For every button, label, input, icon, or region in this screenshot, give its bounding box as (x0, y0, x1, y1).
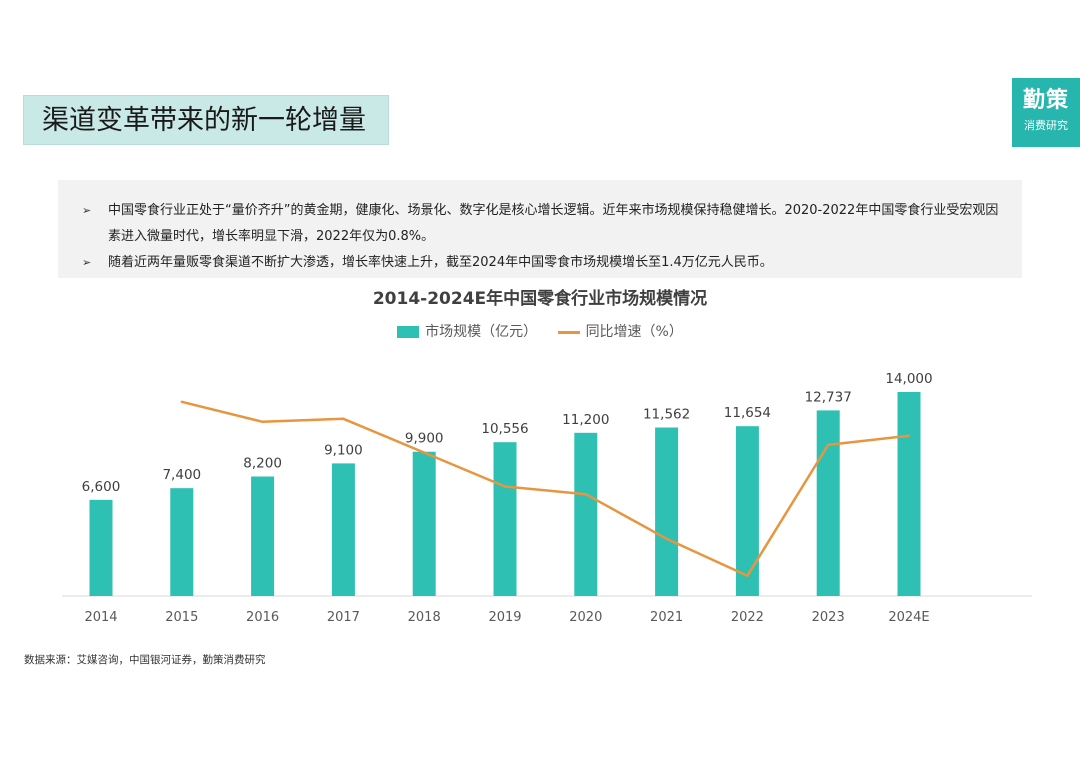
bar (493, 442, 517, 596)
line-point (665, 537, 668, 540)
summary-bullet: ➢ 中国零食行业正处于“量价齐升”的黄金期，健康化、场景化、数字化是核心增长逻辑… (82, 198, 1002, 250)
legend-item-market-size: 市场规模（亿元） (397, 321, 537, 341)
bar (89, 499, 113, 596)
bar (816, 410, 840, 596)
x-tick-label: 2015 (165, 610, 198, 625)
line-point (423, 451, 426, 454)
x-tick-label: 2022 (731, 610, 764, 625)
bar (170, 488, 194, 596)
bar-data-label: 6,600 (82, 479, 121, 495)
growth-rate-line (181, 400, 910, 577)
x-tick-label: 2021 (650, 610, 683, 625)
source-note: 数据来源：艾媒咨询，中国银河证券，勤策消费研究 (24, 654, 266, 666)
bar (331, 463, 355, 596)
line-point (746, 574, 749, 577)
line-point (342, 417, 345, 420)
bar-data-label: 12,737 (805, 389, 852, 405)
x-tick-label: 2016 (246, 610, 279, 625)
bar-data-label: 7,400 (162, 467, 201, 483)
line-point (261, 420, 264, 423)
bar-data-label: 8,200 (243, 456, 282, 472)
line-point (503, 485, 507, 488)
legend-item-growth-rate: 同比增速（%） (557, 321, 683, 341)
line-point (907, 434, 911, 437)
legend-label: 市场规模（亿元） (425, 324, 538, 340)
legend-label: 同比增速（%） (585, 324, 683, 340)
line-point (827, 443, 830, 447)
x-tick-label: 2019 (488, 610, 521, 625)
legend-bar-swatch (397, 326, 420, 338)
bullet-arrow-icon: ➢ (82, 204, 92, 217)
bar-data-label: 11,562 (643, 407, 690, 423)
bar-data-label: 11,200 (562, 412, 609, 428)
x-tick-label: 2023 (812, 610, 845, 625)
x-tick-label: 2017 (327, 610, 360, 625)
bar-data-label: 9,100 (324, 442, 363, 458)
bar (412, 451, 436, 596)
summary-box: ➢ 中国零食行业正处于“量价齐升”的黄金期，健康化、场景化、数字化是核心增长逻辑… (58, 180, 1022, 278)
brand-logo: 勤策 消费研究 (1012, 78, 1080, 147)
bar-data-label: 14,000 (885, 371, 932, 387)
chart-title: 2014-2024E年中国零食行业市场规模情况 (372, 289, 708, 309)
bar (251, 476, 275, 596)
x-tick-label: 2024E (888, 610, 929, 625)
x-tick-label: 2020 (569, 610, 602, 625)
logo-main-text: 勤策 (1022, 88, 1069, 113)
bar-data-label: 9,900 (405, 431, 444, 447)
bar-data-label: 10,556 (481, 421, 528, 437)
logo-sub-text: 消费研究 (1024, 119, 1068, 132)
bar (655, 427, 679, 596)
chart-legend: 市场规模（亿元） 同比增速（%） (0, 321, 1080, 341)
bar (897, 392, 921, 596)
chart-plot: 6,600 7,400 8,200 9,100 9,900 10,556 11,200 11,… (62, 371, 1032, 625)
line-point (584, 493, 587, 496)
line-point (180, 400, 183, 403)
x-tick-label: 2018 (408, 610, 441, 625)
bar-data-label: 11,654 (724, 405, 771, 421)
x-tick-label: 2014 (84, 610, 117, 625)
summary-bullet-text: 中国零食行业正处于“量价齐升”的黄金期，健康化、场景化、数字化是核心增长逻辑。近… (108, 203, 999, 244)
summary-bullet: ➢ 随着近两年量贩零食渠道不断扩大渗透，增长率快速上升，截至2024年中国零食市… (82, 250, 1002, 276)
bar (574, 432, 598, 596)
bullet-arrow-icon: ➢ (82, 256, 92, 269)
section-title: 渠道变革带来的新一轮增量 (23, 95, 389, 145)
legend-line-swatch (557, 330, 580, 334)
summary-bullet-text: 随着近两年量贩零食渠道不断扩大渗透，增长率快速上升，截至2024年中国零食市场规… (108, 255, 773, 270)
bar (735, 426, 759, 596)
